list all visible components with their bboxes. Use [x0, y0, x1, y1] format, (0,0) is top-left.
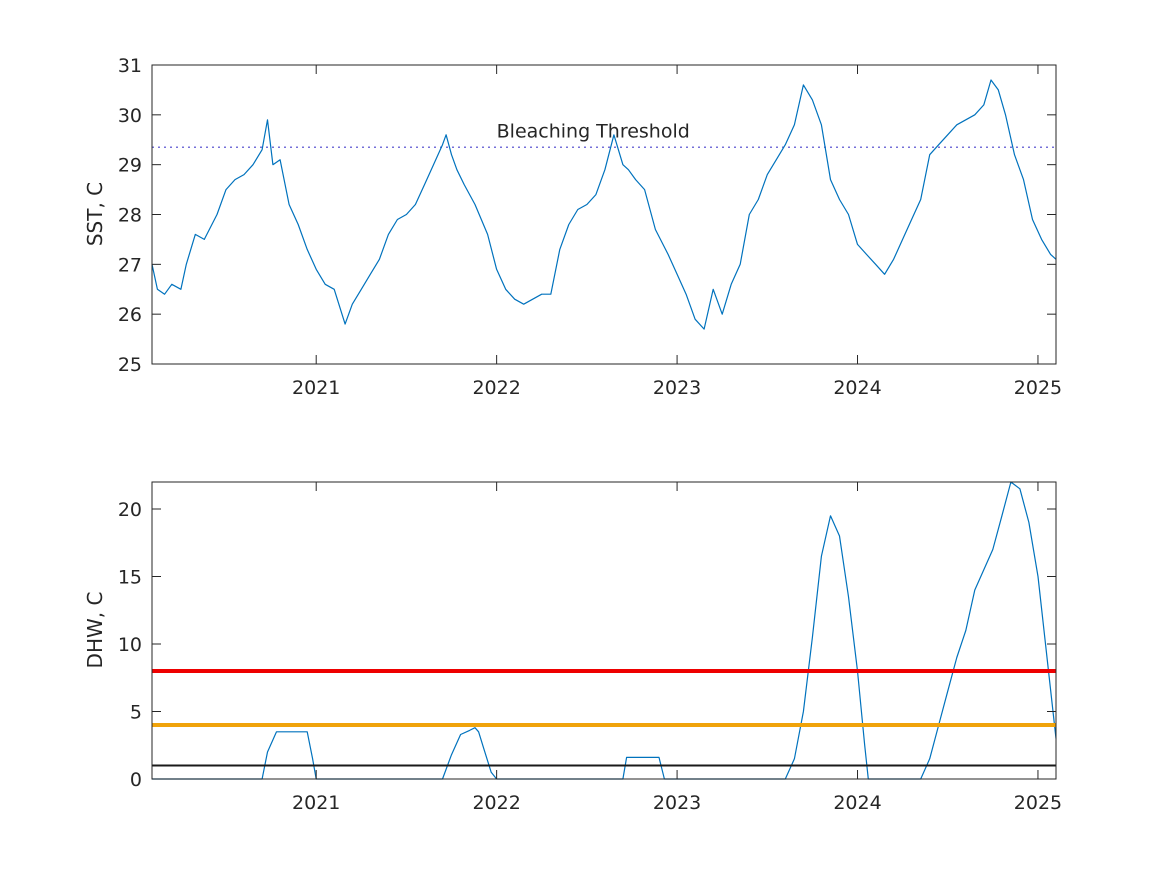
dhw-axes-box [151, 481, 1057, 780]
sst-series-group [151, 79, 1057, 330]
sst-y-tick-label: 31 [118, 55, 142, 77]
dhw-y-tick-label: 15 [118, 567, 142, 589]
sst-y-tick-label: 25 [118, 354, 142, 376]
dhw-series-group [152, 481, 1057, 780]
dhw-x-tick-label: 2021 [292, 792, 340, 814]
dhw-y-tick-label: 0 [130, 769, 142, 791]
dhw-y-tick-label: 20 [118, 499, 142, 521]
sst-y-tick-label: 28 [118, 205, 142, 227]
dhw-x-tick-label: 2024 [833, 792, 881, 814]
sst-x-tick-label: 2024 [833, 377, 881, 399]
sst-y-tick-label: 26 [118, 304, 142, 326]
sst-x-tick-label: 2025 [1014, 377, 1062, 399]
dhw-x-ticks: 2021 2022 2023 2024 2025 [292, 482, 1062, 814]
bleaching-threshold-label: Bleaching Threshold [497, 120, 690, 142]
dhw-plot-area [152, 482, 1056, 779]
sst-y-ticks: 25 26 27 28 29 30 31 [118, 55, 1056, 376]
sst-x-tick-label: 2021 [292, 377, 340, 399]
sst-y-axis-label: SST, C [83, 182, 107, 246]
sst-y-tick-label: 30 [118, 105, 142, 127]
sst-axes: Bleaching Threshold 2021 2022 2023 2024 2025… [83, 55, 1062, 399]
sst-x-tick-label: 2022 [472, 377, 520, 399]
sst-series-line-0 [151, 79, 1057, 330]
dhw-x-tick-label: 2022 [472, 792, 520, 814]
dhw-y-tick-label: 10 [118, 634, 142, 656]
sst-x-tick-label: 2023 [653, 377, 701, 399]
dhw-x-tick-label: 2023 [653, 792, 701, 814]
dhw-y-tick-label: 5 [130, 702, 142, 724]
dhw-y-axis-label: DHW, C [83, 592, 107, 669]
dhw-y-ticks: 0 5 10 15 20 [118, 499, 1056, 791]
sst-plot-area [152, 65, 1056, 364]
sst-x-ticks: 2021 2022 2023 2024 2025 [292, 65, 1062, 399]
dhw-axes: 2021 2022 2023 2024 2025 0 5 10 15 20 DHW, C [83, 481, 1062, 814]
sst-y-tick-label: 29 [118, 155, 142, 177]
dhw-x-tick-label: 2025 [1014, 792, 1062, 814]
dhw-series-line-0 [152, 481, 1057, 780]
sst-y-tick-label: 27 [118, 254, 142, 276]
